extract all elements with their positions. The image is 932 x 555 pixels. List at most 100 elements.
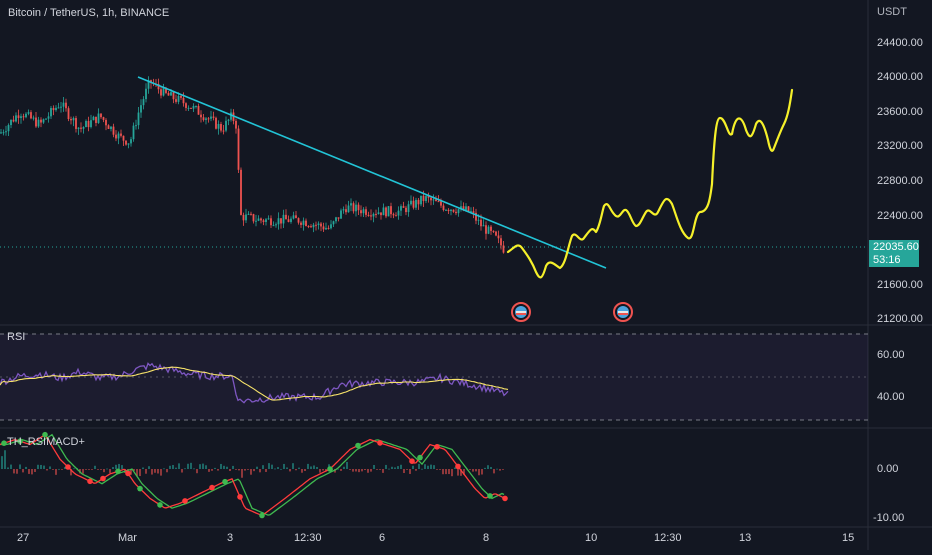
macd-histogram-bar — [127, 469, 129, 471]
candle-body — [15, 115, 17, 122]
macd-histogram-bar — [154, 469, 156, 473]
macd-histogram-bar — [46, 469, 48, 471]
candle-body — [35, 117, 37, 127]
candle-body — [45, 118, 47, 120]
macd-histogram-bar — [385, 464, 387, 469]
macd-histogram-bar — [205, 465, 207, 469]
macd-histogram-bar — [70, 469, 72, 476]
macd-histogram-bar — [463, 469, 465, 475]
time-tick: 12:30 — [294, 532, 322, 544]
macd-histogram-bar — [202, 463, 204, 469]
macd-histogram-bar — [481, 469, 483, 475]
macd-histogram-bar — [286, 467, 288, 469]
macd-histogram-bar — [307, 463, 309, 469]
flag-event-icon[interactable] — [613, 302, 633, 322]
symbol-title[interactable]: Bitcoin / TetherUS, 1h, BINANCE — [8, 7, 170, 19]
candle-body — [267, 218, 270, 220]
macd-histogram-bar — [295, 469, 297, 471]
candle-body — [290, 218, 292, 222]
candle-body — [475, 212, 477, 221]
candle-body — [5, 131, 7, 133]
candle-body — [135, 125, 137, 127]
macd-histogram-bar — [277, 467, 279, 469]
candle-body — [487, 226, 490, 234]
macd-histogram-bar — [109, 469, 111, 473]
candle-body — [350, 203, 352, 206]
macd-histogram-bar — [55, 469, 57, 475]
macd-histogram-bar — [250, 469, 252, 475]
macd-histogram-bar — [268, 463, 270, 469]
macd-histogram-bar — [43, 465, 45, 469]
rsi-pane-title[interactable]: RSI — [7, 331, 26, 343]
candle-body — [12, 119, 15, 122]
flag-event-icon[interactable] — [511, 302, 531, 322]
macd-histogram-bar — [340, 469, 342, 471]
candle-body — [307, 226, 310, 228]
macd-histogram-bar — [478, 469, 480, 476]
macd-histogram-bar — [10, 464, 12, 469]
macd-histogram-bar — [289, 469, 291, 472]
candle-body — [317, 223, 320, 226]
candle-body — [140, 105, 142, 113]
candle-body — [270, 218, 272, 226]
macd-histogram-bar — [487, 465, 489, 469]
candle-body — [420, 195, 422, 205]
candle-body — [422, 195, 425, 202]
macd-cross-dot — [157, 502, 163, 508]
candle-body — [67, 108, 70, 119]
candle-body — [405, 207, 407, 213]
candle-body — [127, 143, 130, 145]
macd-histogram-bar — [193, 468, 195, 470]
macd-histogram-bar — [400, 464, 402, 469]
macd-histogram-bar — [313, 465, 315, 469]
candle-body — [500, 238, 502, 246]
candle-body — [387, 206, 390, 217]
candle-body — [455, 211, 457, 214]
candle-body — [342, 209, 345, 211]
macd-histogram-bar — [502, 469, 504, 470]
candle-body — [220, 123, 222, 131]
candle-body — [457, 209, 460, 214]
macd-histogram-bar — [412, 465, 414, 469]
time-tick: Mar — [118, 532, 137, 544]
macd-cross-dot — [237, 494, 243, 500]
macd-histogram-bar — [130, 469, 132, 475]
candle-body — [22, 116, 25, 118]
candle-body — [380, 212, 382, 216]
candle-body — [165, 87, 167, 93]
candle-body — [362, 209, 365, 214]
price-tick: 23600.00 — [877, 106, 923, 118]
projection-path[interactable] — [506, 88, 794, 279]
candle-body — [382, 207, 385, 216]
macd-histogram-bar — [4, 450, 6, 469]
macd-histogram-bar — [40, 464, 42, 469]
candle-body — [335, 217, 337, 222]
rsi-tick: 40.00 — [877, 391, 905, 403]
candle-body — [110, 126, 112, 129]
macd-histogram-bar — [274, 468, 276, 470]
macd-histogram-bar — [469, 469, 471, 470]
candle-body — [292, 215, 295, 219]
macd-histogram-bar — [166, 469, 168, 473]
macd-histogram-bar — [238, 469, 240, 471]
macd-pane-title[interactable]: TH_RSIMACD+ — [7, 436, 85, 448]
macd-cross-dot — [17, 438, 23, 445]
candle-body — [357, 204, 360, 211]
candle-body — [295, 215, 297, 219]
candle-body — [430, 197, 432, 201]
current-price-badge[interactable]: 22035.60 53:16 — [869, 240, 919, 267]
candle-body — [305, 220, 307, 227]
candle-body — [485, 225, 487, 234]
macd-histogram-bar — [454, 467, 456, 469]
trendline[interactable] — [137, 76, 607, 269]
candle-body — [7, 125, 10, 132]
candle-body — [87, 120, 90, 128]
macd-histogram-bar — [430, 464, 432, 469]
macd-histogram-bar — [58, 468, 60, 470]
candle-body — [82, 127, 85, 129]
candle-body — [300, 222, 302, 225]
macd-histogram-bar — [259, 469, 261, 473]
macd-histogram-bar — [223, 465, 225, 469]
